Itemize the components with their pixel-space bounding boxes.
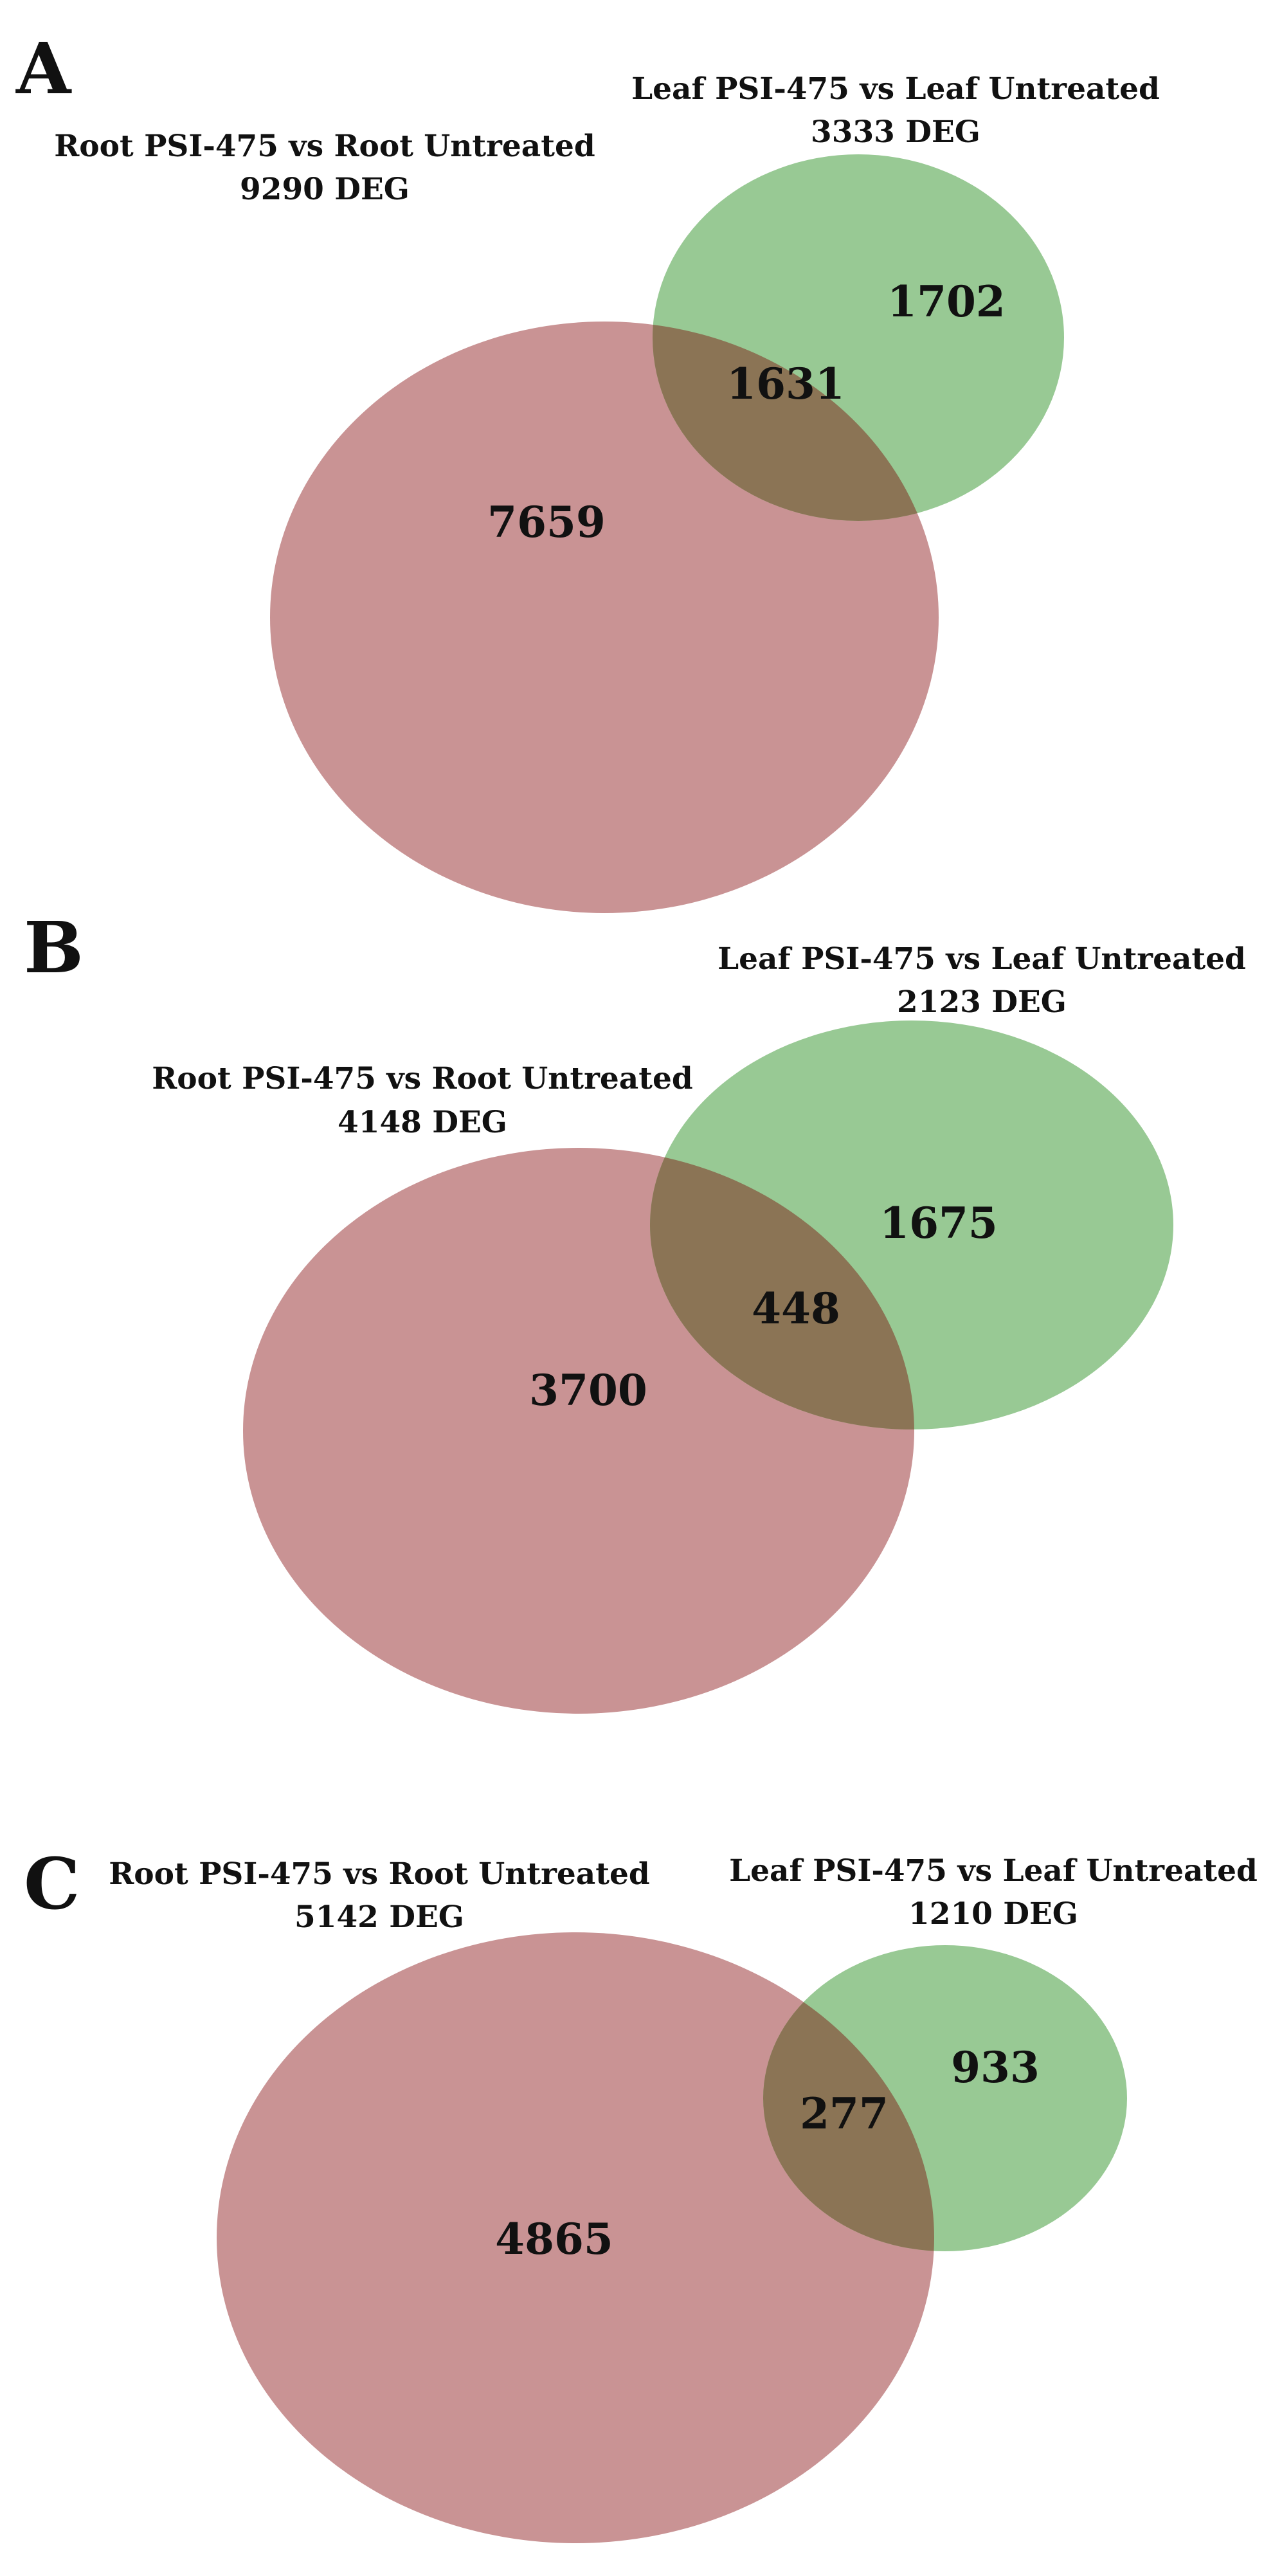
root-set-total-b: 4148 DEG: [338, 1105, 507, 1140]
leaf-set-title-c: Leaf PSI-475 vs Leaf Untreated: [729, 1853, 1258, 1889]
root-only-count-c: 4865: [495, 2214, 613, 2264]
root-set-title-a: Root PSI-475 vs Root Untreated: [54, 129, 595, 164]
root-circle-c: [217, 1932, 934, 2543]
shared-count-c: 277: [800, 2089, 889, 2139]
leaf-only-count-c: 933: [951, 2042, 1040, 2092]
panel-letter-b: B: [24, 906, 84, 989]
panel-letter-a: A: [15, 27, 72, 110]
leaf-only-count-a: 1702: [887, 277, 1006, 327]
root-only-count-a: 7659: [487, 497, 606, 547]
venn-panel-b: B Root PSI-475 vs Root Untreated 4148 DE…: [24, 906, 1246, 1714]
leaf-only-count-b: 1675: [880, 1198, 998, 1248]
leaf-set-total-a: 3333 DEG: [811, 114, 980, 150]
root-set-total-a: 9290 DEG: [240, 172, 410, 207]
root-set-total-c: 5142 DEG: [294, 1900, 464, 1935]
root-only-count-b: 3700: [529, 1365, 647, 1415]
leaf-set-total-c: 1210 DEG: [908, 1896, 1078, 1932]
shared-count-a: 1631: [727, 359, 845, 409]
venn-panel-c: C Root PSI-475 vs Root Untreated 5142 DE…: [24, 1842, 1258, 2543]
leaf-set-title-a: Leaf PSI-475 vs Leaf Untreated: [631, 71, 1160, 107]
venn-panel-a: A Root PSI-475 vs Root Untreated 9290 DE…: [15, 27, 1160, 913]
panel-letter-c: C: [24, 1842, 80, 1925]
shared-count-b: 448: [752, 1283, 840, 1334]
leaf-set-total-b: 2123 DEG: [897, 984, 1067, 1020]
leaf-set-title-b: Leaf PSI-475 vs Leaf Untreated: [718, 941, 1246, 977]
root-set-title-b: Root PSI-475 vs Root Untreated: [152, 1061, 693, 1096]
root-set-title-c: Root PSI-475 vs Root Untreated: [109, 1856, 650, 1892]
